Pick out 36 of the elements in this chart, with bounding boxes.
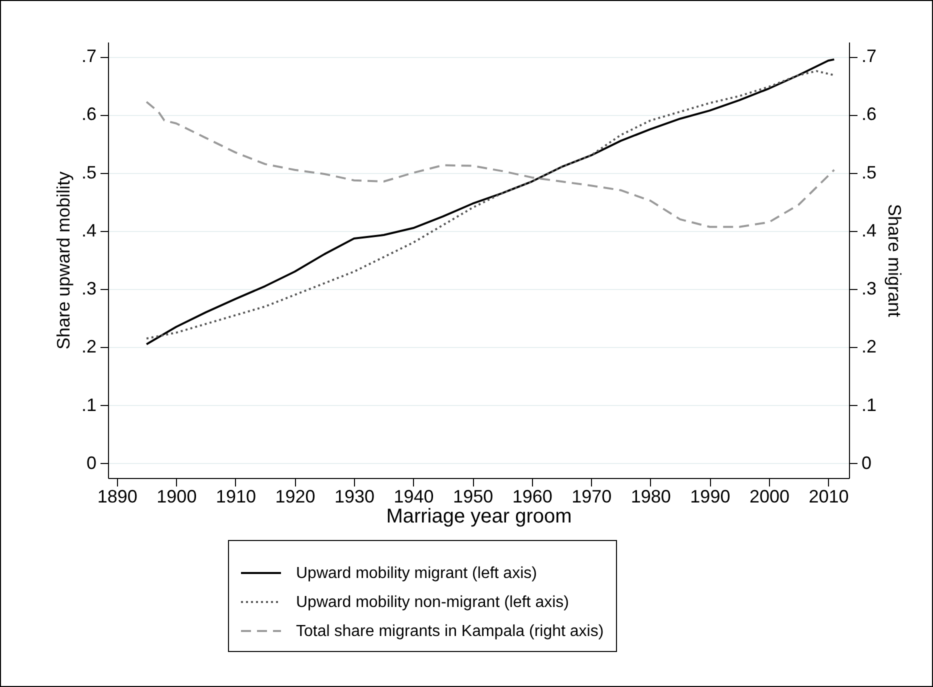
y2-axis-title: Share migrant — [884, 204, 905, 318]
x-tick-label: 1980 — [630, 486, 671, 506]
legend-label: Total share migrants in Kampala (right axis) — [296, 623, 604, 640]
x-tick-label: 1900 — [156, 486, 197, 506]
x-tick-label: 1940 — [394, 486, 434, 506]
y2-tick-label: .6 — [862, 104, 877, 124]
y-tick-label: .2 — [81, 336, 96, 357]
x-tick-label: 2000 — [749, 486, 790, 506]
y-tick-label: .6 — [81, 104, 96, 124]
x-tick-label: 1970 — [572, 486, 612, 506]
x-tick-label: 1890 — [97, 486, 138, 506]
x-tick-label: 1910 — [216, 486, 256, 506]
y-tick-label: .3 — [81, 278, 96, 299]
y2-tick-label: .3 — [862, 278, 877, 299]
y2-tick-label: .4 — [862, 220, 877, 240]
line-series — [146, 100, 836, 228]
x-axis-title: Marriage year groom — [386, 506, 572, 528]
x-tick-label: 2010 — [808, 486, 849, 506]
y2-tick-label: .2 — [862, 336, 877, 357]
y-tick-label: .7 — [81, 46, 96, 66]
x-tick-label: 1950 — [453, 486, 494, 506]
y2-tick-label: .7 — [862, 46, 877, 66]
y-tick-label: .5 — [81, 162, 96, 182]
y-tick-label: .1 — [81, 394, 96, 415]
legend-label: Upward mobility migrant (left axis) — [296, 565, 537, 582]
legend-label: Upward mobility non-migrant (left axis) — [296, 594, 569, 611]
x-tick-label: 1990 — [690, 486, 730, 506]
x-tick-label: 1930 — [334, 486, 375, 506]
y-tick-label: 0 — [86, 452, 96, 473]
y-axis-title: Share upward mobility — [53, 171, 74, 350]
y2-tick-label: .5 — [862, 162, 877, 182]
y2-tick-label: .1 — [862, 394, 877, 415]
y2-tick-label: 0 — [862, 452, 872, 473]
y-tick-label: .4 — [81, 220, 96, 240]
x-tick-label: 1920 — [275, 486, 316, 506]
x-tick-label: 1960 — [512, 486, 552, 506]
